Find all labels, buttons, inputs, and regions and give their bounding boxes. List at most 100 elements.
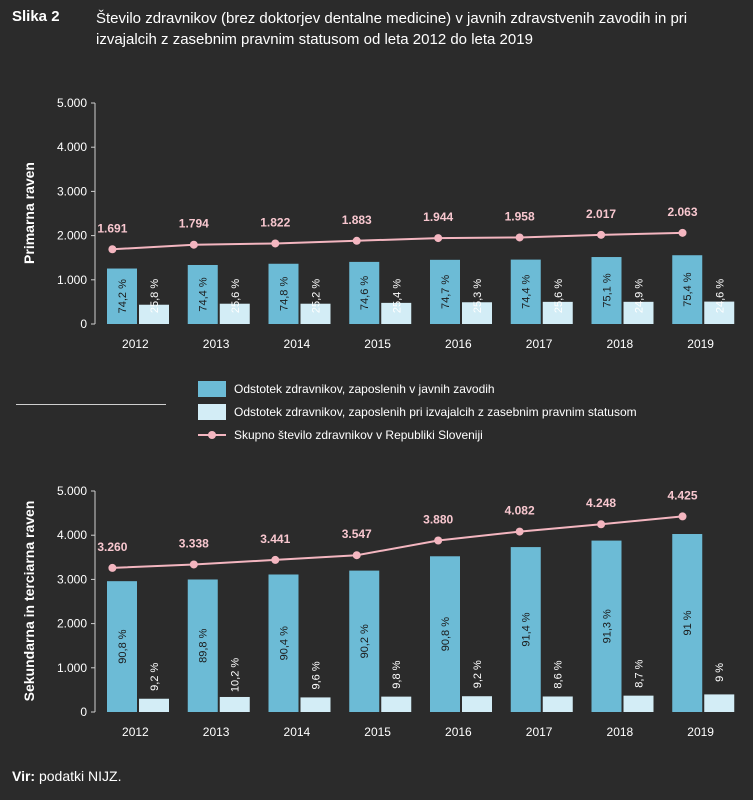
legend: Odstotek zdravnikov, zaposlenih v javnih… — [198, 378, 637, 447]
secondary-total-line — [112, 515, 683, 569]
primary-x-tick-label: 2014 — [284, 337, 311, 351]
primary-bar-private — [139, 304, 169, 324]
secondary-total-label: 4.425 — [668, 488, 698, 502]
secondary-bar-private — [623, 695, 654, 712]
primary-bar-private-label: 25,3 % — [472, 279, 484, 313]
secondary-x-tick-label: 2019 — [687, 725, 714, 739]
primary-total-label: 1.794 — [179, 217, 209, 231]
primary-total-label: 2.063 — [668, 205, 698, 219]
legend-item-public: Odstotek zdravnikov, zaposlenih v javnih… — [198, 378, 637, 400]
primary-bar-private-label: 25,8 % — [149, 279, 161, 313]
secondary-bar-public-label: 90,8 % — [440, 617, 452, 651]
secondary-bar-private-label: 10,2 % — [230, 658, 242, 692]
secondary-total-label: 3.260 — [97, 540, 127, 554]
primary-bar-private — [623, 301, 654, 324]
secondary-total-label: 3.880 — [423, 513, 453, 527]
primary-bar-public-label: 75,4 % — [682, 272, 694, 306]
secondary-bar-private — [219, 696, 250, 712]
primary-x-tick-label: 2015 — [364, 337, 391, 351]
primary-x-tick-label: 2018 — [607, 337, 634, 351]
primary-y-tick-label: 5.000 — [57, 96, 87, 110]
secondary-y-tick-label: 5.000 — [57, 484, 87, 498]
secondary-total-point — [189, 560, 198, 569]
primary-y-tick-label: 1.000 — [57, 273, 87, 287]
legend-item-private: Odstotek zdravnikov, zaposlenih pri izva… — [198, 401, 637, 423]
secondary-bar-public — [107, 581, 137, 712]
primary-x-tick-label: 2012 — [122, 337, 149, 351]
secondary-x-tick-label: 2016 — [445, 725, 472, 739]
primary-bar-private — [462, 302, 492, 324]
secondary-x-tick-label: 2012 — [122, 725, 149, 739]
primary-bar-public-label: 74,4 % — [198, 277, 210, 311]
secondary-bar-private-label: 9,2 % — [149, 662, 161, 690]
primary-total-label: 1.691 — [97, 221, 127, 235]
legend-swatch-total — [198, 427, 226, 443]
secondary-bar-public — [430, 556, 460, 712]
secondary-total-point — [352, 551, 361, 560]
secondary-total-label: 3.338 — [179, 536, 209, 550]
primary-total-label: 2.017 — [586, 207, 616, 221]
primary-total-point — [678, 228, 687, 237]
primary-total-point — [189, 240, 198, 249]
primary-bar-private-label: 25,6 % — [553, 279, 565, 313]
legend-separator — [16, 404, 166, 405]
primary-bar-private — [300, 303, 331, 324]
secondary-x-tick-label: 2013 — [203, 725, 230, 739]
primary-bar-public — [268, 263, 299, 324]
secondary-bar-private-label: 9,8 % — [391, 660, 403, 688]
primary-total-point — [108, 245, 117, 254]
secondary-bar-public-label: 90,8 % — [117, 629, 129, 663]
primary-bar-public-label: 74,4 % — [521, 274, 533, 308]
secondary-bar-private — [381, 696, 412, 712]
primary-x-tick-label: 2017 — [526, 337, 553, 351]
secondary-x-tick-label: 2018 — [607, 725, 634, 739]
secondary-bar-public — [268, 574, 299, 712]
secondary-total-point — [515, 527, 524, 536]
secondary-total-point — [271, 555, 280, 564]
primary-bar-public — [187, 264, 218, 324]
primary-x-tick-label: 2019 — [687, 337, 714, 351]
legend-swatch-private — [198, 404, 226, 420]
secondary-bar-public-label: 91,4 % — [521, 612, 533, 646]
secondary-y-tick-label: 4.000 — [57, 528, 87, 542]
primary-y-tick-label: 0 — [80, 317, 87, 331]
primary-total-point — [352, 236, 361, 245]
secondary-bar-public-label: 89,8 % — [198, 628, 210, 662]
secondary-total-point — [108, 563, 117, 572]
primary-bar-private-label: 24,9 % — [634, 279, 646, 313]
primary-bar-private — [219, 303, 250, 324]
primary-total-label: 1.883 — [342, 213, 372, 227]
secondary-y-tick-label: 2.000 — [57, 617, 87, 631]
primary-bar-public — [591, 257, 622, 324]
secondary-y-tick-label: 1.000 — [57, 661, 87, 675]
primary-total-point — [515, 233, 524, 242]
secondary-y-tick-label: 3.000 — [57, 572, 87, 586]
secondary-bar-private-label: 9,2 % — [472, 660, 484, 688]
primary-bar-private — [542, 301, 573, 324]
primary-total-label: 1.822 — [260, 215, 290, 229]
primary-bar-public — [510, 259, 541, 324]
primary-total-point — [597, 230, 606, 239]
secondary-total-label: 3.547 — [342, 527, 372, 541]
secondary-bar-public-label: 91,3 % — [602, 609, 614, 643]
secondary-bar-public — [349, 570, 380, 712]
primary-bar-private — [381, 302, 412, 324]
primary-total-label: 1.944 — [423, 210, 453, 224]
primary-bar-public-label: 74,8 % — [279, 277, 291, 311]
legend-label-private: Odstotek zdravnikov, zaposlenih pri izva… — [234, 405, 637, 419]
primary-bar-public-label: 75,1 % — [602, 273, 614, 307]
legend-item-total: Skupno število zdravnikov v Republiki Sl… — [198, 424, 637, 446]
secondary-bar-private-label: 9 % — [714, 663, 726, 682]
secondary-bar-private — [704, 694, 735, 712]
figure-title: Število zdravnikov (brez doktorjev denta… — [96, 10, 688, 48]
primary-total-point — [434, 234, 443, 243]
primary-y-axis-title: Primarna raven — [21, 162, 37, 264]
primary-bar-private-label: 24,6 % — [714, 279, 726, 313]
source-label: Vir: — [12, 768, 36, 784]
secondary-y-tick-label: 0 — [80, 705, 87, 719]
secondary-bar-public-label: 90,4 % — [279, 626, 291, 660]
secondary-bar-public — [187, 579, 218, 712]
primary-bar-public-label: 74,6 % — [359, 276, 371, 310]
primary-total-point — [271, 239, 280, 248]
